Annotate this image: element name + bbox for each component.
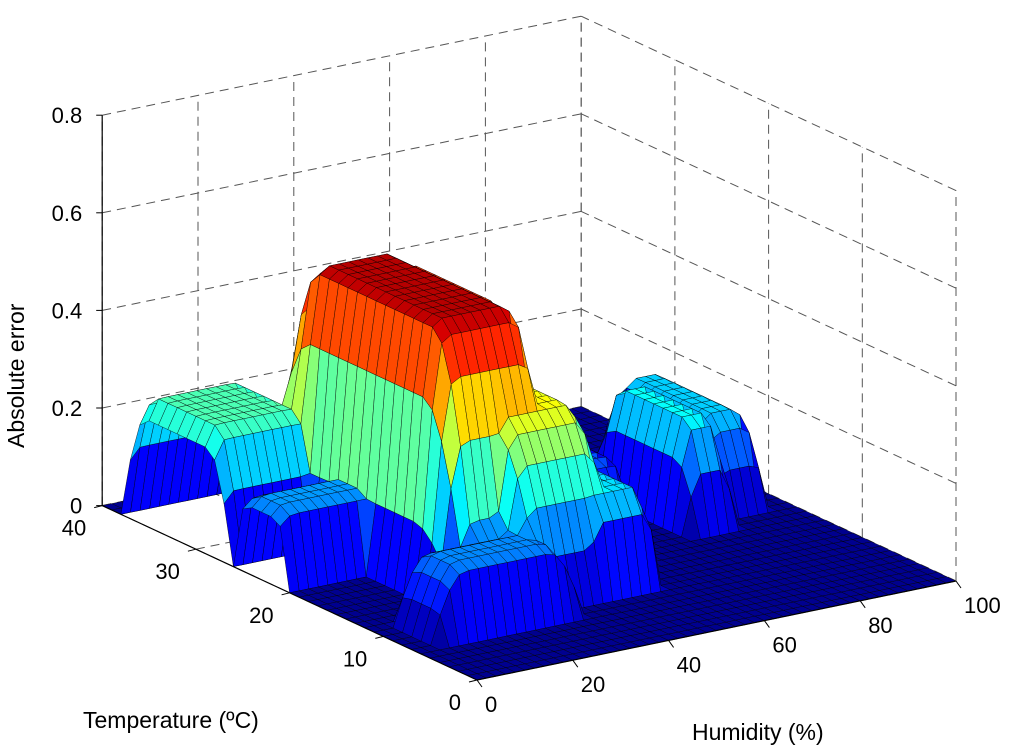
grid-line xyxy=(102,15,582,116)
y-tick-label: 40 xyxy=(62,516,86,541)
grid-line xyxy=(580,210,957,387)
x-tick-mark xyxy=(763,620,770,628)
y-tick-label: 30 xyxy=(155,559,179,584)
surface-mesh xyxy=(101,253,957,681)
x-tick-label: 0 xyxy=(485,692,497,717)
x-tick-label: 20 xyxy=(581,672,605,697)
y-tick-label: 10 xyxy=(343,646,367,671)
x-tick-mark xyxy=(572,659,579,668)
y-tick-mark xyxy=(281,592,290,596)
x-tick-mark xyxy=(955,580,962,589)
x-tick-label: 80 xyxy=(868,613,892,638)
x-tick-mark xyxy=(476,679,483,688)
grid-line xyxy=(102,113,582,214)
grid-line xyxy=(102,210,582,311)
chart-axes xyxy=(94,114,962,688)
z-tick-label: 0.6 xyxy=(52,201,83,226)
z-tick-label: 0.4 xyxy=(52,298,83,323)
grid-line xyxy=(580,113,957,289)
y-tick-label: 20 xyxy=(249,603,273,628)
x-axis-label: Humidity (%) xyxy=(692,719,824,745)
z-tick-label: 0.8 xyxy=(52,103,83,128)
grid-line xyxy=(580,308,957,484)
z-tick-label: 0.2 xyxy=(52,396,83,421)
y-tick-mark xyxy=(187,548,197,552)
x-tick-mark xyxy=(668,640,675,648)
x-tick-label: 60 xyxy=(772,633,796,658)
x-tick-label: 100 xyxy=(964,593,1001,618)
z-axis-label: Absolute error xyxy=(3,303,29,448)
y-tick-label: 0 xyxy=(449,690,461,715)
z-tick-label: 0 xyxy=(70,494,82,519)
x-tick-label: 40 xyxy=(677,652,701,677)
x-tick-mark xyxy=(859,600,866,609)
x-axis-line xyxy=(476,580,957,681)
y-axis-label: Temperature (ºC) xyxy=(83,707,259,733)
y-tick-mark xyxy=(468,679,478,683)
y-tick-mark xyxy=(375,635,384,639)
grid-line xyxy=(580,15,957,192)
